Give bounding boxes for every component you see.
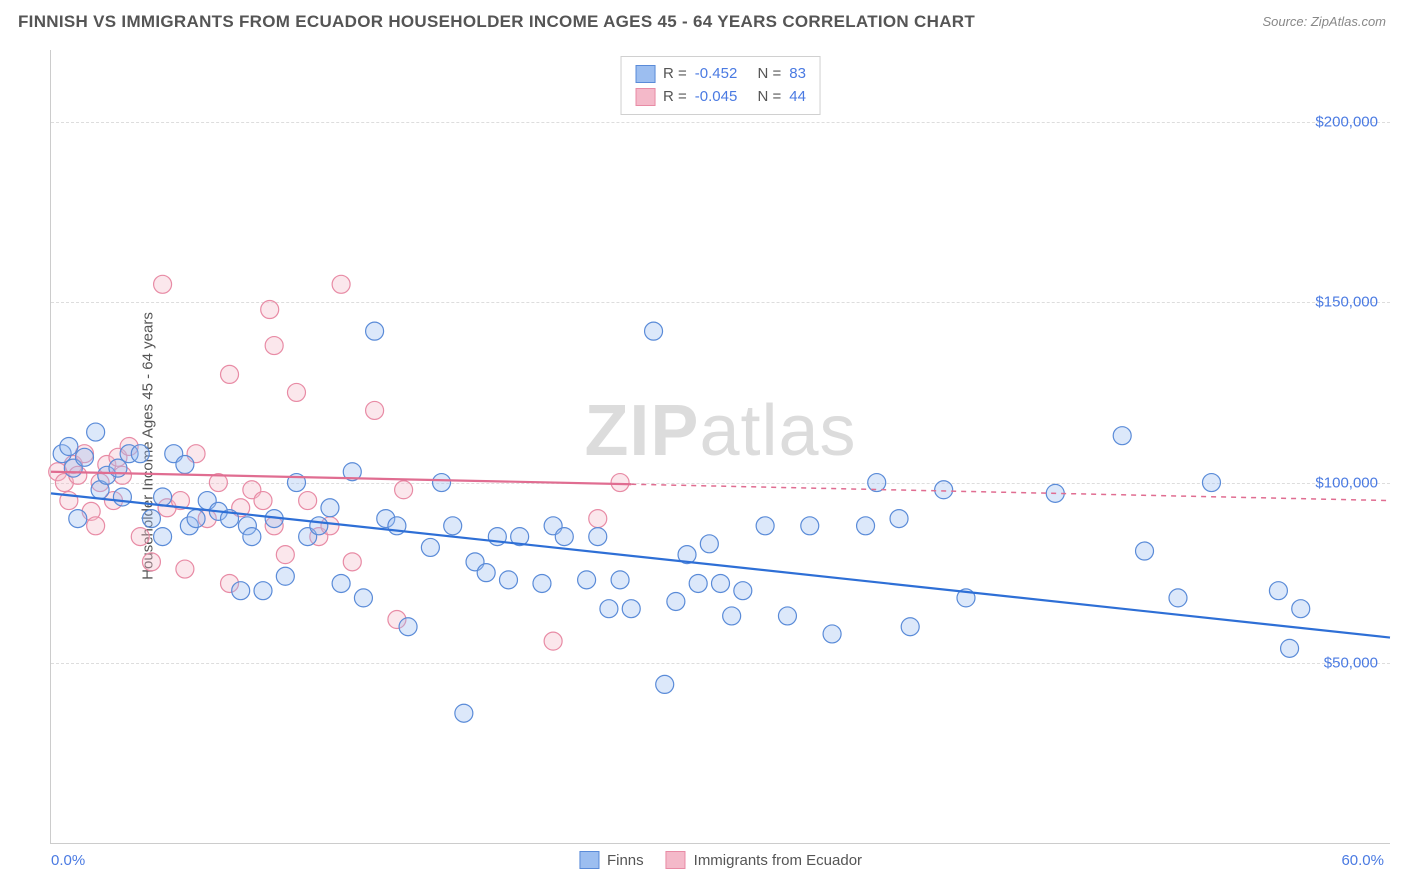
legend-R-finns: -0.452 bbox=[695, 63, 738, 86]
legend-R-label: R = bbox=[663, 63, 687, 86]
legend-N-label: N = bbox=[758, 86, 782, 109]
legend-row-finns: R = -0.452 N = 83 bbox=[635, 63, 806, 86]
legend-R-label: R = bbox=[663, 86, 687, 109]
chart-title: FINNISH VS IMMIGRANTS FROM ECUADOR HOUSE… bbox=[18, 12, 975, 32]
legend-label-ecuador: Immigrants from Ecuador bbox=[694, 852, 862, 869]
legend-item-ecuador: Immigrants from Ecuador bbox=[666, 851, 862, 869]
scatter-svg bbox=[51, 50, 1390, 843]
legend-N-label: N = bbox=[758, 63, 782, 86]
correlation-legend: R = -0.452 N = 83 R = -0.045 N = 44 bbox=[620, 56, 821, 115]
swatch-ecuador bbox=[635, 88, 655, 106]
source-attribution: Source: ZipAtlas.com bbox=[1262, 14, 1386, 29]
y-tick-label: $50,000 bbox=[1324, 654, 1378, 671]
legend-item-finns: Finns bbox=[579, 851, 644, 869]
series-legend: Finns Immigrants from Ecuador bbox=[579, 851, 862, 869]
y-tick-label: $100,000 bbox=[1315, 474, 1378, 491]
legend-R-ecuador: -0.045 bbox=[695, 86, 738, 109]
chart-plot-area: ZIPatlas R = -0.452 N = 83 R = -0.045 N … bbox=[50, 50, 1390, 844]
x-tick-min: 0.0% bbox=[51, 852, 85, 869]
swatch-ecuador-bottom bbox=[666, 851, 686, 869]
legend-label-finns: Finns bbox=[607, 852, 644, 869]
y-tick-label: $200,000 bbox=[1315, 114, 1378, 131]
legend-N-finns: 83 bbox=[789, 63, 806, 86]
legend-row-ecuador: R = -0.045 N = 44 bbox=[635, 86, 806, 109]
y-tick-label: $150,000 bbox=[1315, 294, 1378, 311]
legend-N-ecuador: 44 bbox=[789, 86, 806, 109]
swatch-finns bbox=[635, 65, 655, 83]
swatch-finns-bottom bbox=[579, 851, 599, 869]
x-tick-max: 60.0% bbox=[1341, 852, 1384, 869]
